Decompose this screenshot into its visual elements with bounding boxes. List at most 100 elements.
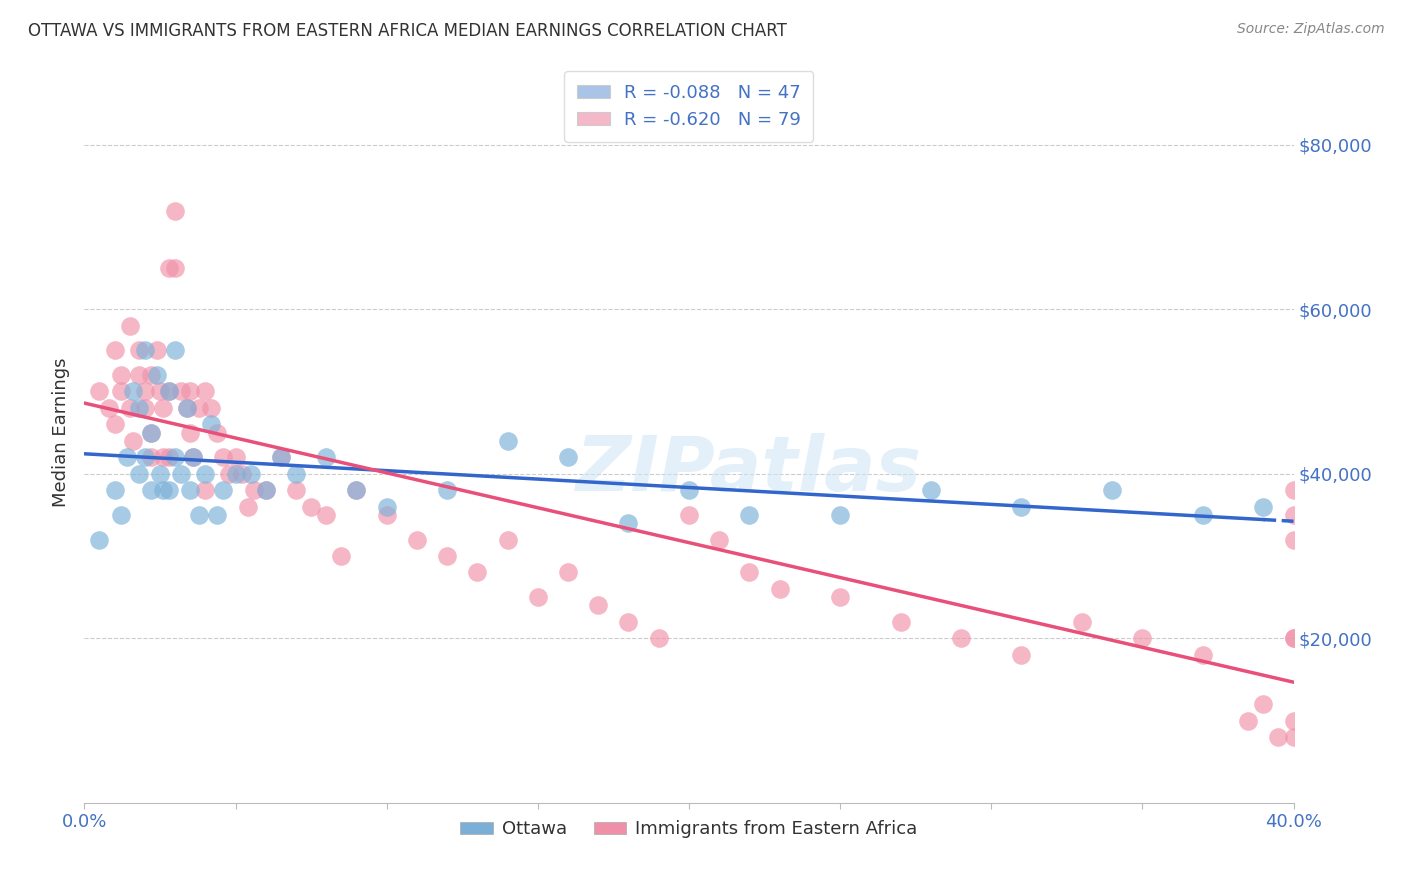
Point	[1011, 648, 1033, 662]
Point	[1237, 714, 1260, 728]
Point	[181, 450, 204, 465]
Point	[212, 450, 235, 465]
Point	[617, 516, 640, 530]
Point	[1130, 632, 1153, 646]
Point	[181, 450, 204, 465]
Point	[149, 467, 172, 481]
Point	[157, 483, 180, 498]
Point	[170, 384, 193, 399]
Point	[678, 508, 700, 522]
Text: Source: ZipAtlas.com: Source: ZipAtlas.com	[1237, 22, 1385, 37]
Point	[436, 483, 458, 498]
Point	[557, 566, 579, 580]
Point	[1282, 714, 1305, 728]
Point	[139, 425, 162, 440]
Point	[139, 425, 162, 440]
Point	[1282, 533, 1305, 547]
Point	[176, 401, 198, 415]
Point	[330, 549, 353, 563]
Point	[648, 632, 671, 646]
Y-axis label: Median Earnings: Median Earnings	[52, 358, 70, 508]
Point	[270, 450, 292, 465]
Point	[231, 467, 253, 481]
Point	[165, 203, 187, 218]
Point	[254, 483, 277, 498]
Point	[146, 368, 169, 382]
Point	[709, 533, 731, 547]
Point	[225, 467, 247, 481]
Point	[769, 582, 792, 596]
Point	[194, 483, 217, 498]
Point	[152, 483, 174, 498]
Point	[1192, 508, 1215, 522]
Point	[1282, 483, 1305, 498]
Point	[104, 343, 127, 358]
Point	[152, 450, 174, 465]
Text: ZIPatlas: ZIPatlas	[576, 433, 922, 507]
Point	[1071, 615, 1094, 629]
Point	[134, 343, 156, 358]
Point	[254, 483, 277, 498]
Point	[157, 384, 180, 399]
Point	[118, 318, 141, 333]
Point	[1253, 500, 1275, 514]
Point	[128, 401, 150, 415]
Point	[1282, 508, 1305, 522]
Point	[207, 425, 229, 440]
Point	[212, 483, 235, 498]
Point	[121, 434, 143, 448]
Point	[89, 384, 111, 399]
Point	[1267, 730, 1289, 744]
Point	[134, 401, 156, 415]
Point	[118, 401, 141, 415]
Point	[270, 450, 292, 465]
Point	[1282, 632, 1305, 646]
Point	[152, 401, 174, 415]
Point	[170, 467, 193, 481]
Point	[1101, 483, 1123, 498]
Point	[738, 508, 761, 522]
Point	[179, 483, 201, 498]
Point	[467, 566, 489, 580]
Point	[157, 450, 180, 465]
Point	[157, 384, 180, 399]
Point	[738, 566, 761, 580]
Point	[115, 450, 138, 465]
Point	[128, 343, 150, 358]
Point	[406, 533, 429, 547]
Point	[920, 483, 942, 498]
Point	[239, 467, 262, 481]
Point	[950, 632, 973, 646]
Point	[557, 450, 579, 465]
Point	[134, 384, 156, 399]
Point	[157, 261, 180, 276]
Point	[285, 483, 308, 498]
Point	[225, 450, 247, 465]
Point	[299, 500, 322, 514]
Point	[128, 467, 150, 481]
Point	[110, 384, 132, 399]
Point	[346, 483, 368, 498]
Point	[128, 368, 150, 382]
Point	[527, 590, 550, 604]
Point	[1192, 648, 1215, 662]
Point	[375, 508, 398, 522]
Point	[104, 483, 127, 498]
Legend: Ottawa, Immigrants from Eastern Africa: Ottawa, Immigrants from Eastern Africa	[453, 814, 925, 846]
Point	[375, 500, 398, 514]
Point	[830, 508, 852, 522]
Point	[436, 549, 458, 563]
Point	[496, 533, 519, 547]
Point	[179, 425, 201, 440]
Point	[139, 450, 162, 465]
Point	[179, 384, 201, 399]
Point	[194, 467, 217, 481]
Point	[149, 384, 172, 399]
Point	[176, 401, 198, 415]
Point	[207, 508, 229, 522]
Point	[188, 508, 211, 522]
Point	[236, 500, 259, 514]
Point	[89, 533, 111, 547]
Text: OTTAWA VS IMMIGRANTS FROM EASTERN AFRICA MEDIAN EARNINGS CORRELATION CHART: OTTAWA VS IMMIGRANTS FROM EASTERN AFRICA…	[28, 22, 787, 40]
Point	[165, 261, 187, 276]
